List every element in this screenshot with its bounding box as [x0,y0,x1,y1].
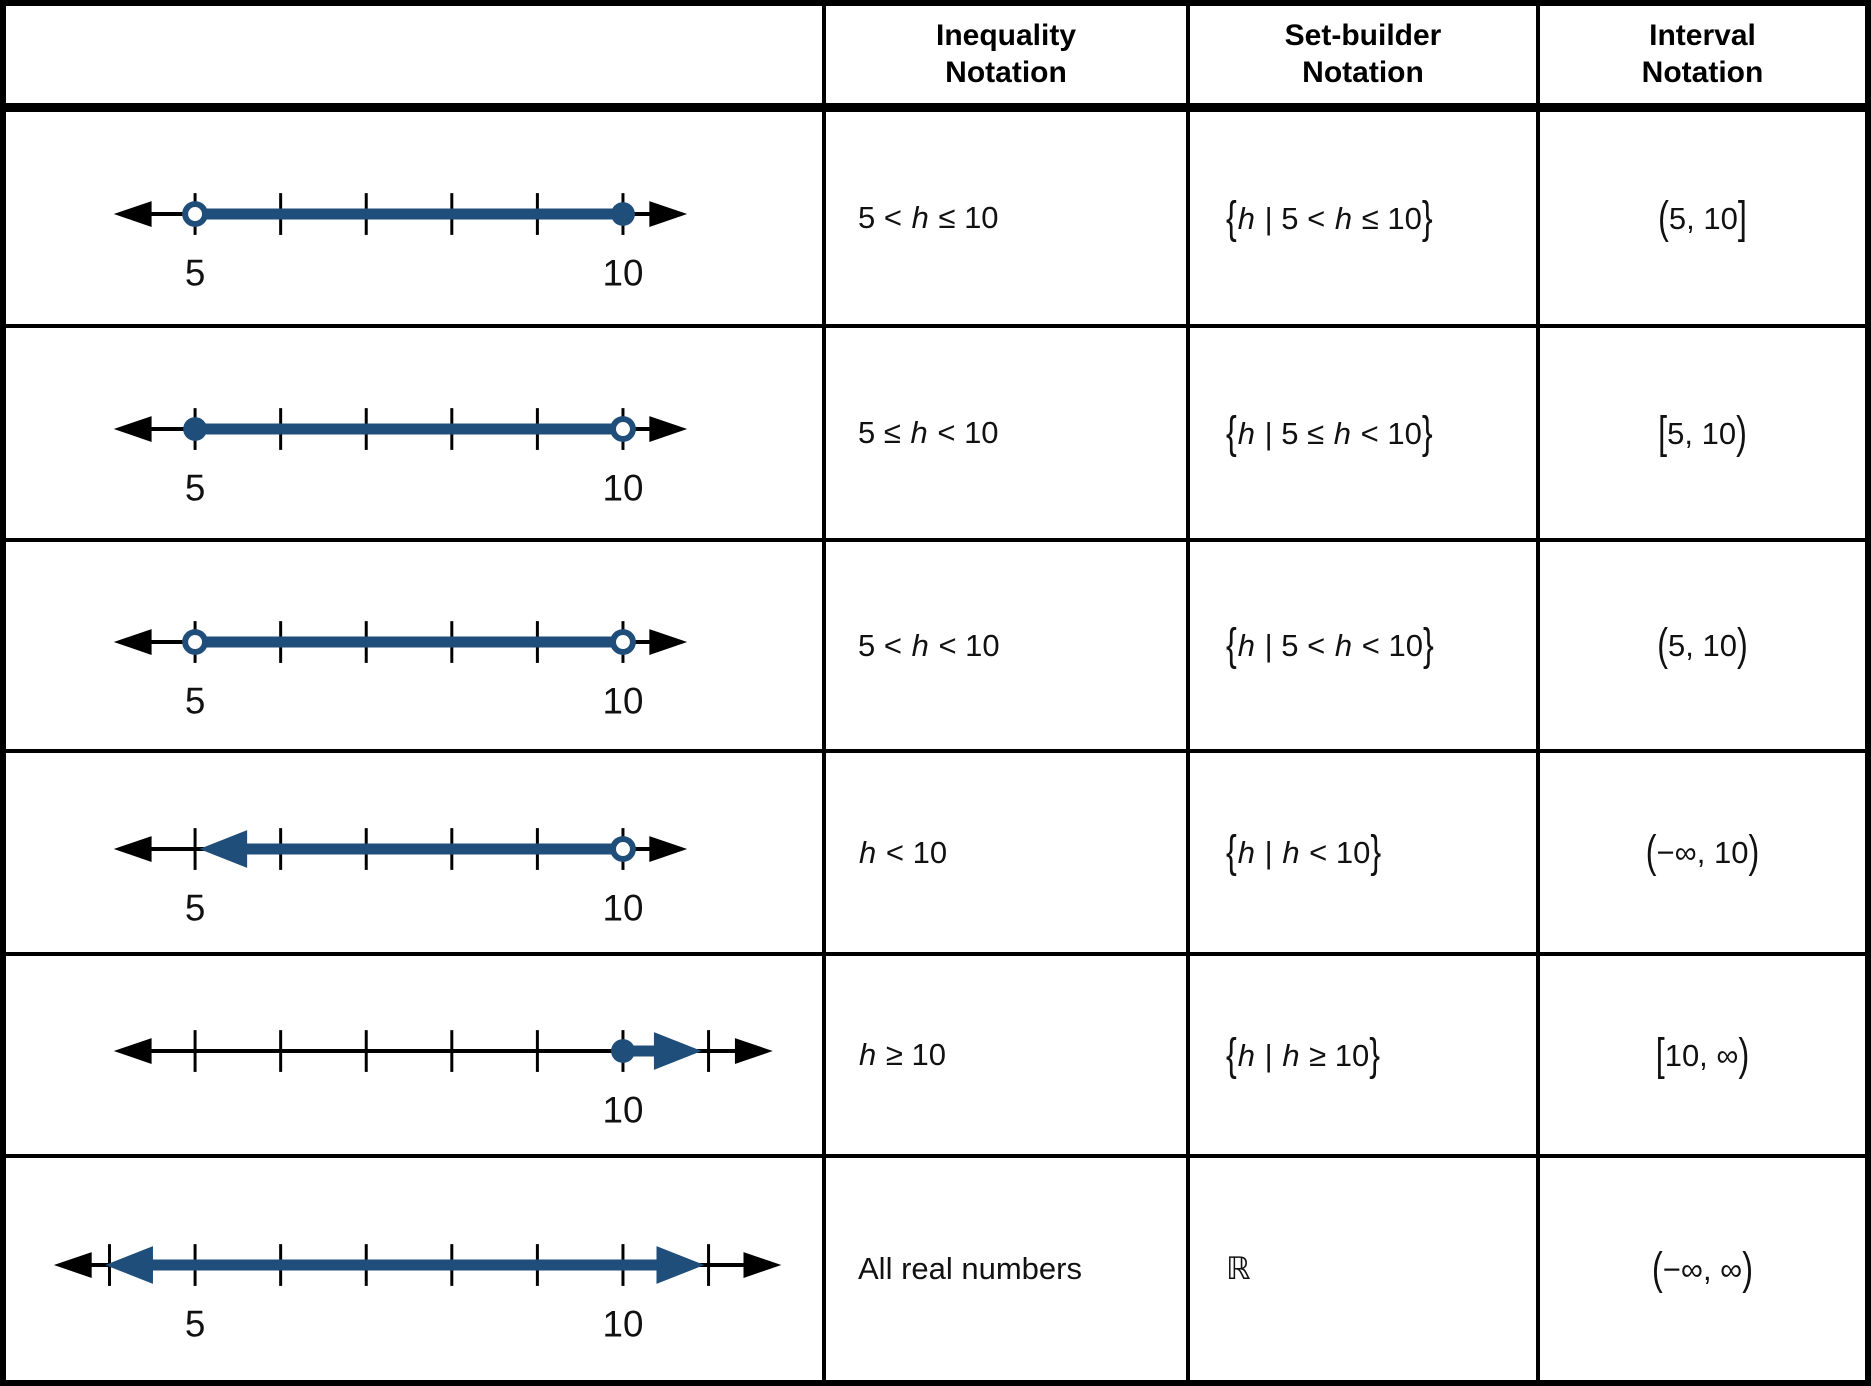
row6-numberline-cell: 5 10 [6,1158,826,1380]
row6-set-builder-cell: ℝ [1190,1158,1540,1380]
axis-arrow-right-icon [649,201,688,227]
row4-numberline-cell: 5 10 [6,753,826,956]
column-header-inequality-notation: Inequality Notation [935,18,1077,89]
tick-label: 10 [603,468,644,509]
axis-arrow-left-icon [113,1038,152,1064]
row3-numberline-cell: 5 10 [6,542,826,753]
row1-inequality-cell: 5 < h ≤ 10 [826,112,1190,328]
row1-interval-cell: (5, 10] [1540,112,1865,328]
number-line-diagram: 5 10 [53,1244,782,1345]
row2-interval-cell: [5, 10) [1540,328,1865,542]
row3-set-builder-cell: {h | 5 < h < 10} [1190,542,1540,753]
axis-arrow-left-icon [53,1252,92,1278]
row4-inequality-cell: h < 10 [826,753,1190,956]
set-builder-text: {h | 5 ≤ h < 10} [1226,406,1433,457]
axis-arrow-left-icon [113,416,152,442]
tick-label: 5 [185,468,205,509]
axis-arrow-left-icon [113,835,152,862]
axis-arrow-right-icon [649,416,688,442]
interval-text: (5, 10) [1657,619,1748,670]
row1-numberline-cell: 5 10 [6,112,826,328]
open-endpoint-icon [610,416,636,442]
set-builder-text: {h | 5 < h < 10} [1226,619,1434,670]
inequality-text: 5 < h ≤ 10 [858,200,999,235]
row6-inequality-cell: All real numbers [826,1158,1190,1380]
axis-arrow-right-icon [649,835,688,862]
row5-set-builder-cell: {h | h ≥ 10} [1190,956,1540,1158]
inequality-text: All real numbers [858,1251,1082,1286]
row5-numberline-cell: 10 [6,956,826,1158]
interval-text: (−∞, 10) [1645,826,1760,877]
axis-arrow-right-icon [649,628,688,655]
row4-set-builder-cell: {h | h < 10} [1190,753,1540,956]
header-cell-interval: Interval Notation [1540,6,1865,112]
row2-inequality-cell: 5 ≤ h < 10 [826,328,1190,542]
open-endpoint-icon [182,201,209,227]
shade-arrow-right-icon [656,1246,705,1284]
tick-label: 10 [603,253,644,294]
row2-numberline-cell: 5 10 [6,328,826,542]
axis-arrow-right-icon [734,1038,773,1064]
tick-label: 5 [185,1304,205,1345]
open-endpoint-icon [610,628,636,655]
tick-label: 10 [603,1090,644,1131]
axis-arrow-left-icon [113,628,152,655]
set-builder-text: {h | h ≥ 10} [1226,1028,1381,1079]
number-line-diagram: 10 [113,1030,773,1131]
tick-label: 5 [185,253,205,294]
open-endpoint-icon [610,835,636,862]
closed-endpoint-icon [611,202,635,226]
shade-arrow-right-icon [653,1032,702,1070]
set-builder-text: ℝ [1226,1251,1251,1286]
column-header-interval-notation: Interval Notation [1641,18,1764,89]
row5-inequality-cell: h ≥ 10 [826,956,1190,1158]
inequality-text: h < 10 [859,834,948,870]
number-line-diagram: 5 10 [113,827,688,928]
row3-inequality-cell: 5 < h < 10 [826,542,1190,753]
tick-label: 5 [185,887,205,928]
shade-arrow-left-icon [105,1246,153,1284]
interval-text: (5, 10] [1658,191,1747,242]
row3-interval-cell: (5, 10) [1540,542,1865,753]
header-cell-empty [6,6,826,112]
interval-text: (−∞, ∞) [1652,1242,1753,1293]
number-line-diagram: 5 10 [113,193,688,294]
set-builder-text: {h | 5 < h ≤ 10} [1226,191,1433,242]
interval-text: [5, 10) [1658,406,1747,457]
row6-interval-cell: (−∞, ∞) [1540,1158,1865,1380]
tick-label: 10 [603,1304,644,1345]
column-header-set-builder-notation: Set-builder Notation [1284,18,1442,89]
closed-endpoint-icon [611,1039,635,1063]
axis-arrow-left-icon [113,201,152,227]
inequality-text: 5 < h < 10 [858,627,1000,663]
number-line-diagram: 5 10 [113,620,688,721]
row2-set-builder-cell: {h | 5 ≤ h < 10} [1190,328,1540,542]
header-cell-inequality: Inequality Notation [826,6,1190,112]
tick-label: 10 [603,680,644,721]
interval-text: [10, ∞) [1655,1028,1750,1079]
row5-interval-cell: [10, ∞) [1540,956,1865,1158]
row1-set-builder-cell: {h | 5 < h ≤ 10} [1190,112,1540,328]
tick-label: 5 [185,680,205,721]
shade-arrow-left-icon [199,829,248,868]
closed-endpoint-icon [183,417,208,441]
row4-interval-cell: (−∞, 10) [1540,753,1865,956]
axis-arrow-right-icon [743,1252,782,1278]
header-cell-set-builder: Set-builder Notation [1190,6,1540,112]
inequality-text: h ≥ 10 [859,1037,946,1072]
inequality-text: 5 ≤ h < 10 [858,415,999,450]
set-builder-text: {h | h < 10} [1226,826,1382,877]
open-endpoint-icon [182,628,209,655]
number-line-diagram: 5 10 [113,408,688,509]
tick-label: 10 [603,887,644,928]
